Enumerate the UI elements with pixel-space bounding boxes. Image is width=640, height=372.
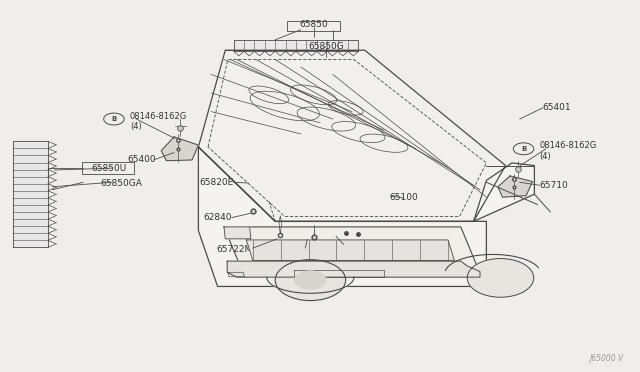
- Text: 65850U: 65850U: [92, 164, 127, 173]
- Text: B: B: [521, 146, 526, 152]
- Text: 65401: 65401: [543, 103, 572, 112]
- Circle shape: [275, 260, 346, 301]
- Text: 65850G: 65850G: [308, 42, 344, 51]
- Text: 65850GA: 65850GA: [100, 179, 142, 187]
- Polygon shape: [13, 141, 48, 247]
- Circle shape: [467, 259, 534, 297]
- Text: 62840: 62840: [203, 213, 232, 222]
- Polygon shape: [246, 240, 454, 260]
- Polygon shape: [161, 137, 198, 161]
- Text: 08146-8162G: 08146-8162G: [540, 141, 596, 150]
- Polygon shape: [498, 176, 532, 197]
- Polygon shape: [227, 261, 480, 277]
- Text: 65820: 65820: [342, 241, 371, 250]
- Polygon shape: [198, 147, 486, 286]
- Polygon shape: [224, 227, 480, 273]
- Polygon shape: [224, 227, 251, 239]
- Text: 65820E: 65820E: [199, 178, 234, 187]
- Text: 08146-8162G: 08146-8162G: [130, 112, 187, 121]
- Text: 65100: 65100: [389, 193, 418, 202]
- Text: (4): (4): [130, 122, 141, 131]
- Polygon shape: [267, 277, 354, 293]
- Circle shape: [294, 271, 326, 289]
- Polygon shape: [234, 40, 358, 51]
- Text: (4): (4): [540, 152, 551, 161]
- Polygon shape: [474, 163, 534, 221]
- Text: 65710: 65710: [539, 182, 568, 190]
- Text: J65000 V: J65000 V: [589, 354, 624, 363]
- Text: 65850: 65850: [300, 20, 328, 29]
- Text: B: B: [111, 116, 116, 122]
- Polygon shape: [198, 50, 506, 221]
- Text: 65512: 65512: [304, 245, 333, 254]
- Text: 65400: 65400: [127, 155, 156, 164]
- Text: 65722M: 65722M: [216, 245, 253, 254]
